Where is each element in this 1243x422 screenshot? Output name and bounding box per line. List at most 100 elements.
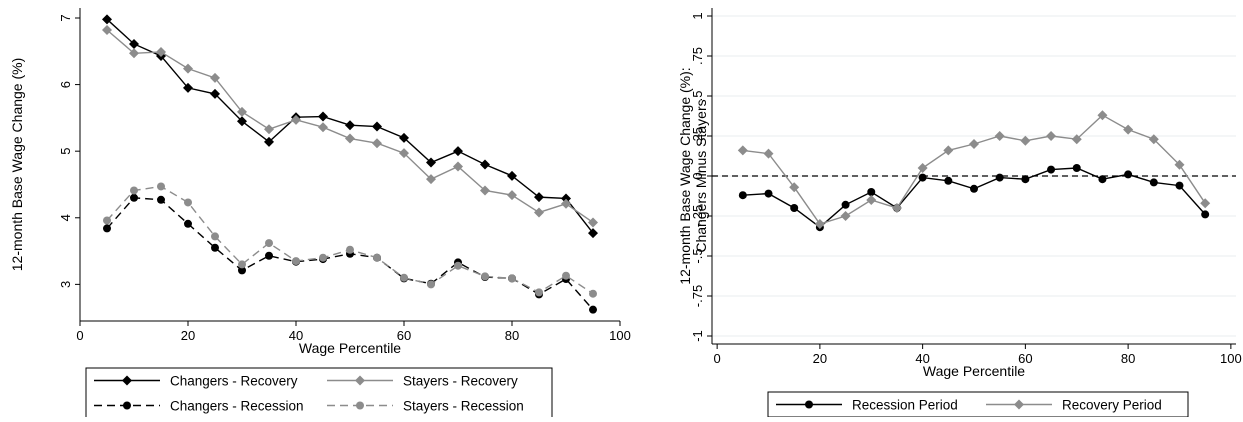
data-point — [103, 216, 111, 225]
data-point — [1175, 181, 1184, 190]
data-point — [318, 111, 328, 122]
data-point — [373, 253, 381, 262]
data-point — [866, 195, 877, 205]
x-tick-label: 100 — [609, 328, 631, 343]
data-point — [841, 200, 850, 209]
y-axis-title: 12-month Base Wage Change (%) — [9, 58, 25, 271]
y-tick-label: 7 — [58, 14, 73, 21]
chart-panel-2: -1 -.75 -.5 -.25 0 .25 .5 .75 1 0 20 40 60 80 100 Wage … — [677, 8, 1242, 418]
data-point — [944, 176, 953, 185]
y-tick-label: -.25 — [690, 205, 705, 227]
data-point — [588, 228, 598, 239]
legend-label: Stayers - Recovery — [403, 374, 518, 389]
y-tick-label: .25 — [690, 127, 705, 145]
data-point — [1174, 159, 1185, 170]
data-point — [346, 245, 354, 254]
data-point — [130, 186, 138, 195]
legend-label: Recession Period — [852, 398, 958, 413]
data-point — [969, 139, 979, 149]
data-point — [840, 211, 851, 221]
y-tick-label: 0 — [690, 172, 705, 179]
y-axis-title: 12-month Base Wage Change (%):Changers M… — [677, 67, 709, 284]
legend: Recession Period Recovery Period — [767, 391, 1189, 418]
data-point — [994, 131, 1005, 141]
legend: Changers - Recovery Stayers - Recovery Cha… — [85, 367, 553, 419]
data-point — [763, 148, 774, 159]
y-tick-label: 1 — [690, 12, 705, 19]
data-point — [427, 280, 435, 289]
x-tick-label: 60 — [397, 328, 411, 343]
data-point — [561, 198, 571, 209]
series-stayers-recovery — [102, 24, 598, 228]
data-point — [211, 232, 219, 241]
data-point — [1124, 170, 1133, 179]
x-tick-label: 80 — [1121, 351, 1135, 366]
y-tick-label: 3 — [58, 281, 73, 288]
data-point — [210, 88, 220, 99]
data-point — [103, 224, 111, 233]
data-point — [589, 305, 597, 314]
data-point — [319, 253, 327, 262]
x-axis-title: Wage Percentile — [299, 340, 401, 356]
y-tick-label: 6 — [58, 81, 73, 88]
data-point — [1047, 165, 1056, 174]
x-tick-label: 0 — [76, 328, 83, 343]
data-point — [102, 24, 112, 35]
x-tick-label: 0 — [714, 351, 721, 366]
x-tick-label: 20 — [813, 351, 827, 366]
data-point — [1098, 175, 1107, 184]
data-point — [764, 189, 773, 198]
data-point — [292, 257, 300, 266]
data-point — [534, 192, 544, 203]
x-tick-label: 60 — [1018, 351, 1032, 366]
data-point — [156, 46, 166, 57]
data-point — [400, 273, 408, 282]
data-point — [535, 288, 543, 297]
data-point — [508, 274, 516, 283]
series-stayers-recession — [103, 182, 597, 298]
y-tick-label: -1 — [690, 330, 705, 342]
data-point — [943, 145, 954, 156]
legend-label: Stayers - Recession — [403, 399, 524, 414]
data-point — [1072, 164, 1081, 172]
legend-swatch-marker — [805, 400, 813, 409]
data-point — [130, 193, 138, 202]
data-point — [891, 203, 902, 213]
legend-item: Changers - Recovery — [94, 374, 298, 389]
data-point — [265, 239, 273, 248]
series-line — [742, 114, 1206, 225]
y-axis-title-line: Changers Minus Stayers — [693, 99, 709, 252]
series-recession-period — [738, 164, 1210, 232]
data-point — [507, 190, 517, 201]
x-tick-label: 20 — [181, 328, 195, 343]
data-point — [738, 191, 747, 200]
series-line — [106, 185, 594, 295]
data-point — [562, 271, 570, 280]
y-tick-label: -.5 — [690, 248, 705, 263]
data-point — [790, 204, 799, 212]
legend-swatch-marker — [355, 375, 365, 386]
x-tick-label: 100 — [1220, 351, 1242, 366]
legend-swatch-marker — [122, 375, 132, 386]
data-point — [588, 217, 598, 228]
data-point — [453, 146, 463, 157]
data-point — [210, 72, 220, 83]
data-point — [157, 182, 165, 191]
legend-swatch-marker — [123, 401, 131, 410]
data-point — [264, 124, 274, 135]
data-point — [237, 106, 247, 117]
legend-label: Changers - Recovery — [170, 374, 298, 389]
data-point — [318, 122, 328, 133]
series-line — [742, 167, 1206, 229]
data-point — [970, 184, 978, 193]
data-point — [372, 138, 382, 149]
data-point — [1021, 175, 1030, 184]
data-point — [399, 132, 409, 143]
y-axis-title-line: 12-month Base Wage Change (%) — [9, 58, 25, 271]
data-point — [867, 188, 876, 196]
data-point — [264, 136, 274, 147]
data-point — [345, 120, 355, 131]
data-point — [291, 114, 301, 125]
data-point — [534, 207, 544, 218]
